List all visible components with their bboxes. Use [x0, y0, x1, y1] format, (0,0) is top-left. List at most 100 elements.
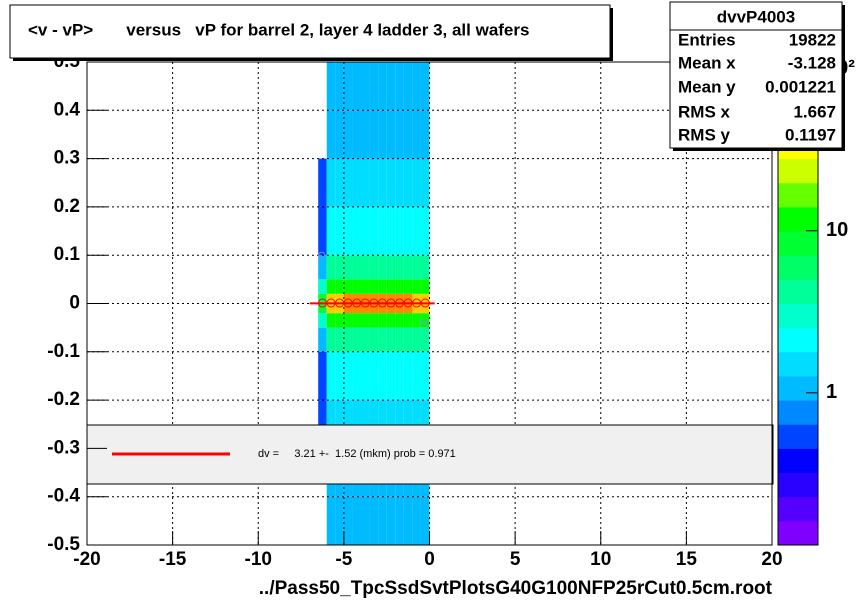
heatmap-cell — [369, 303, 379, 314]
heatmap-cell — [361, 255, 370, 280]
heatmap-cell — [412, 303, 421, 314]
heatmap-cell — [395, 351, 404, 401]
heatmap-cell — [386, 313, 396, 328]
heatmap-cell — [352, 351, 361, 401]
profile-point — [403, 298, 413, 308]
y-tick-label: -0.5 — [47, 534, 80, 555]
x-tick-label: 10 — [590, 549, 611, 570]
heatmap-cell — [369, 158, 379, 207]
x-tick-label: 20 — [761, 549, 782, 570]
heatmap-cell — [335, 400, 344, 449]
y-tick-label: -0.3 — [47, 437, 80, 458]
heatmap-cell — [335, 313, 344, 328]
heatmap-cell — [395, 303, 404, 314]
heatmap-cell — [412, 351, 421, 401]
y-tick-label: -0.1 — [47, 341, 80, 362]
heatmap-cell — [420, 279, 430, 294]
heatmap-cell — [335, 62, 344, 111]
heatmap-cell — [352, 400, 361, 449]
heatmap-cell — [326, 110, 336, 159]
heatmap-cell — [386, 158, 396, 207]
heatmap-cell — [386, 400, 396, 449]
heatmap-cell — [386, 279, 396, 294]
palette-cell — [778, 496, 818, 522]
heatmap-cell — [420, 158, 430, 207]
heatmap-cell — [412, 400, 421, 449]
heatmap-cell — [378, 496, 387, 545]
heatmap-cell — [378, 400, 387, 449]
heatmap-cell — [335, 110, 344, 159]
heatmap-cell — [343, 206, 353, 256]
x-tick-label: -15 — [159, 549, 187, 570]
profile-point — [386, 298, 396, 308]
heatmap-cell — [403, 110, 413, 159]
heatmap-cell — [352, 303, 361, 314]
heatmap-cell — [395, 158, 404, 207]
heatmap-cell — [369, 206, 379, 256]
heatmap-cell — [403, 327, 413, 352]
palette-cell — [778, 448, 818, 474]
heatmap-cell — [361, 158, 370, 207]
heatmap-cell — [369, 255, 379, 280]
heatmap-cell — [386, 255, 396, 280]
heatmap-cell — [343, 496, 353, 545]
heatmap-cell — [318, 400, 327, 449]
heatmap-cell — [343, 303, 353, 314]
heatmap-cell — [335, 496, 344, 545]
heatmap-cell — [369, 327, 379, 352]
x-tick-label: -5 — [335, 549, 352, 570]
heatmap-cell — [326, 496, 336, 545]
heatmap-cell — [386, 206, 396, 256]
heatmap-cell — [361, 496, 370, 545]
heatmap-cell — [395, 313, 404, 328]
heatmap-cell — [335, 158, 344, 207]
heatmap-cell — [378, 206, 387, 256]
heatmap-cell — [403, 351, 413, 401]
profile-point — [395, 298, 405, 308]
heatmap-cell — [361, 400, 370, 449]
heatmap-cell — [352, 62, 361, 111]
palette-cell — [778, 279, 818, 304]
heatmap-cell — [420, 303, 430, 314]
stats-value: 0.001221 — [765, 77, 836, 96]
heatmap-cell — [395, 496, 404, 545]
z-tick-label: 10 — [826, 219, 848, 241]
heatmap-cell — [420, 110, 430, 159]
heatmap-cell — [403, 303, 413, 314]
heatmap-cell — [378, 327, 387, 352]
profile-point — [360, 298, 370, 308]
heatmap-cell — [420, 496, 430, 545]
stats-label: Mean y — [678, 77, 736, 96]
stats-value: 19822 — [789, 30, 836, 49]
stats-label: Mean x — [678, 53, 736, 72]
heatmap-cell — [343, 313, 353, 328]
stats-value: 0.1197 — [785, 125, 836, 144]
title-box — [9, 4, 611, 59]
heatmap-cell — [378, 255, 387, 280]
palette-cell — [778, 206, 818, 232]
heatmap-cell — [335, 206, 344, 256]
heatmap-cell — [335, 303, 344, 314]
heatmap-cell — [420, 327, 430, 352]
heatmap-cell — [343, 279, 353, 294]
profile-point — [420, 298, 430, 308]
palette-cell — [778, 327, 818, 353]
heatmap-cell — [369, 62, 379, 111]
heatmap-cell — [352, 279, 361, 294]
heatmap-cell — [352, 206, 361, 256]
heatmap-cell — [326, 255, 336, 280]
heatmap-cell — [403, 279, 413, 294]
heatmap-cell — [335, 327, 344, 352]
heatmap-cell — [326, 327, 336, 352]
palette-cell — [778, 400, 818, 425]
heatmap-cell — [420, 62, 430, 111]
heatmap-cell — [361, 110, 370, 159]
heatmap-cell — [412, 279, 421, 294]
profile-point — [369, 298, 379, 308]
heatmap-cell — [403, 206, 413, 256]
heatmap-cell — [326, 62, 336, 111]
heatmap-cell — [326, 400, 336, 449]
profile-point — [326, 298, 336, 308]
heatmap-cell — [395, 255, 404, 280]
heatmap-cell — [352, 327, 361, 352]
